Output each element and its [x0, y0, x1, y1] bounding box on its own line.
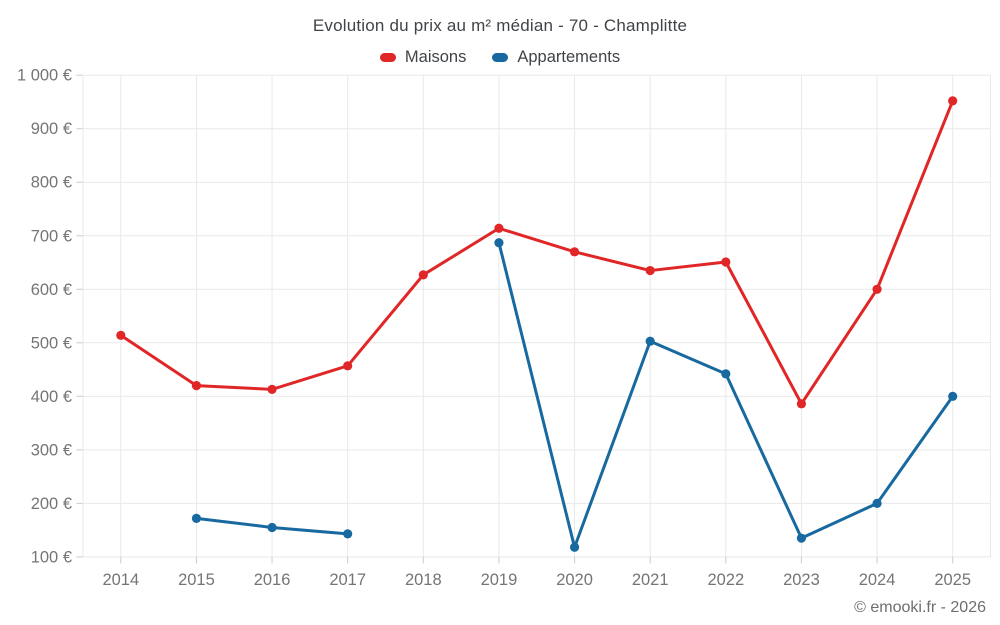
data-point-maisons-2021 — [645, 265, 655, 276]
chart-legend: Maisons Appartements — [0, 45, 1000, 69]
x-tick-label: 2025 — [934, 571, 971, 589]
data-point-appartements-2017 — [343, 529, 353, 539]
y-tick-label: 500 € — [31, 334, 72, 352]
y-tick-label: 900 € — [31, 120, 72, 138]
legend-item-maisons[interactable]: Maisons — [379, 47, 467, 67]
legend-label: Appartements — [517, 47, 621, 66]
x-tick-label: 2021 — [632, 571, 669, 589]
y-tick-label: 200 € — [31, 495, 72, 513]
x-tick-label: 2017 — [329, 571, 366, 589]
x-tick-label: 2023 — [783, 571, 820, 589]
x-tick-label: 2024 — [859, 571, 896, 589]
data-point-appartements-2015 — [191, 513, 202, 523]
y-tick-label: 700 € — [31, 227, 72, 245]
legend-item-appartements[interactable]: Appartements — [492, 48, 620, 67]
data-point-appartements-2021 — [645, 336, 655, 346]
data-point-maisons-2018 — [418, 270, 428, 280]
footer-credit: © emooki.fr - 2026 — [854, 599, 986, 616]
data-point-appartements-2022 — [721, 369, 731, 379]
data-point-appartements-2019 — [494, 238, 504, 248]
y-tick-label: 400 € — [31, 388, 72, 406]
legend-swatch-appartements — [492, 52, 509, 62]
data-point-appartements-2025 — [948, 391, 958, 401]
legend-label: Maisons — [404, 47, 467, 66]
data-point-maisons-2025 — [948, 96, 958, 106]
y-tick-label: 300 € — [31, 441, 72, 459]
series-line-maisons — [119, 99, 955, 406]
data-point-maisons-2019 — [494, 223, 504, 233]
data-point-maisons-2023 — [796, 399, 807, 409]
data-point-maisons-2020 — [569, 247, 580, 257]
chart-title: Evolution du prix au m² médian - 70 - Ch… — [312, 16, 688, 35]
y-tick-label: 1 000 € — [17, 67, 72, 85]
data-point-appartements-2024 — [872, 498, 882, 508]
y-tick-label: 600 € — [31, 281, 72, 299]
data-point-appartements-2020 — [569, 542, 580, 552]
data-point-maisons-2017 — [343, 361, 353, 371]
x-tick-label: 2020 — [556, 571, 593, 589]
x-tick-label: 2015 — [178, 571, 215, 589]
y-tick-label: 100 € — [31, 548, 72, 566]
y-tick-label: 800 € — [31, 174, 72, 192]
data-point-maisons-2022 — [721, 257, 731, 267]
legend-swatch-maisons — [379, 52, 396, 62]
x-tick-label: 2019 — [481, 571, 518, 589]
x-tick-label: 2022 — [707, 571, 744, 589]
data-point-appartements-2023 — [796, 533, 807, 543]
x-tick-label: 2016 — [254, 571, 291, 589]
x-tick-label: 2014 — [102, 571, 139, 589]
data-point-maisons-2015 — [191, 381, 202, 391]
data-point-maisons-2024 — [872, 284, 882, 294]
data-point-maisons-2014 — [116, 330, 126, 340]
x-tick-label: 2018 — [405, 571, 442, 589]
data-point-maisons-2016 — [267, 384, 277, 394]
data-point-appartements-2016 — [267, 522, 277, 533]
